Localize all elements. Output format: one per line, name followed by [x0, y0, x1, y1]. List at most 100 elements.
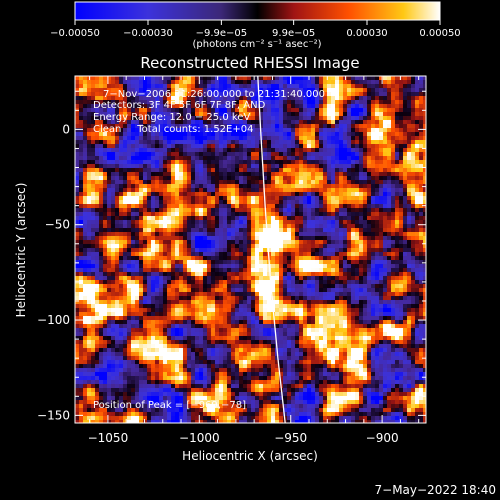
heatmap-cell: [303, 112, 308, 117]
heatmap-cell: [295, 264, 300, 269]
heatmap-cell: [247, 196, 252, 201]
heatmap-cell: [83, 204, 88, 209]
heatmap-cell: [267, 176, 272, 181]
heatmap-cell: [255, 292, 260, 297]
heatmap-cell: [231, 136, 236, 141]
heatmap-cell: [147, 164, 152, 169]
heatmap-cell: [399, 132, 404, 137]
heatmap-cell: [423, 188, 426, 193]
heatmap-cell: [355, 232, 360, 237]
heatmap-cell: [195, 136, 200, 141]
heatmap-cell: [339, 204, 344, 209]
heatmap-cell: [351, 188, 356, 193]
heatmap-cell: [271, 172, 276, 177]
heatmap-cell: [143, 288, 148, 293]
heatmap-cell: [215, 216, 220, 221]
heatmap-cell: [323, 116, 328, 121]
heatmap-cell: [299, 180, 304, 185]
heatmap-cell: [155, 152, 160, 157]
heatmap-cell: [187, 284, 192, 289]
heatmap-cell: [163, 136, 168, 141]
heatmap-cell: [367, 272, 372, 277]
heatmap-cell: [383, 252, 388, 257]
heatmap-cell: [195, 244, 200, 249]
heatmap-cell: [83, 264, 88, 269]
heatmap-cell: [339, 172, 344, 177]
heatmap-cell: [75, 172, 80, 177]
heatmap-cell: [127, 212, 132, 217]
heatmap-cell: [395, 180, 400, 185]
heatmap-cell: [223, 292, 228, 297]
heatmap-cell: [183, 160, 188, 165]
heatmap-cell: [415, 152, 420, 157]
heatmap-cell: [175, 156, 180, 161]
heatmap-cell: [267, 128, 272, 133]
heatmap-cell: [319, 116, 324, 121]
heatmap-cell: [159, 212, 164, 217]
heatmap-cell: [155, 208, 160, 213]
heatmap-cell: [363, 220, 368, 225]
heatmap-cell: [179, 128, 184, 133]
heatmap-cell: [187, 76, 192, 81]
heatmap-cell: [295, 104, 300, 109]
heatmap-cell: [287, 272, 292, 277]
heatmap-cell: [319, 176, 324, 181]
heatmap-cell: [291, 228, 296, 233]
heatmap-cell: [115, 144, 120, 149]
heatmap-cell: [79, 196, 84, 201]
heatmap-cell: [199, 96, 204, 101]
heatmap-cell: [423, 164, 426, 169]
heatmap-cell: [335, 240, 340, 245]
heatmap-cell: [203, 144, 208, 149]
heatmap-cell: [411, 256, 416, 261]
heatmap-cell: [167, 160, 172, 165]
heatmap-cell: [351, 172, 356, 177]
heatmap-cell: [107, 128, 112, 133]
heatmap-cell: [375, 224, 380, 229]
heatmap-cell: [319, 196, 324, 201]
heatmap-cell: [231, 240, 236, 245]
heatmap-cell: [147, 148, 152, 153]
heatmap-cell: [299, 272, 304, 277]
heatmap-cell: [199, 132, 204, 137]
heatmap-cell: [187, 84, 192, 89]
heatmap-cell: [311, 284, 316, 289]
heatmap-cell: [403, 192, 408, 197]
heatmap-cell: [143, 220, 148, 225]
heatmap-cell: [235, 104, 240, 109]
heatmap-cell: [299, 228, 304, 233]
heatmap-cell: [147, 144, 152, 149]
heatmap-cell: [319, 76, 324, 81]
heatmap-cell: [367, 248, 372, 253]
heatmap-cell: [231, 92, 236, 97]
heatmap-cell: [91, 228, 96, 233]
heatmap-cell: [407, 192, 412, 197]
heatmap-cell: [343, 236, 348, 241]
heatmap-cell: [351, 176, 356, 181]
heatmap-cell: [95, 276, 100, 281]
heatmap-cell: [239, 104, 244, 109]
heatmap-cell: [219, 180, 224, 185]
heatmap-cell: [227, 168, 232, 173]
heatmap-cell: [215, 120, 220, 125]
heatmap-cell: [399, 184, 404, 189]
heatmap-cell: [119, 244, 124, 249]
heatmap-cell: [235, 84, 240, 89]
heatmap-cell: [263, 176, 268, 181]
heatmap-cell: [207, 196, 212, 201]
heatmap-cell: [343, 188, 348, 193]
heatmap-cell: [299, 292, 304, 297]
heatmap-cell: [363, 120, 368, 125]
heatmap-cell: [371, 124, 376, 129]
heatmap-cell: [335, 172, 340, 177]
heatmap-cell: [75, 100, 80, 105]
heatmap-cell: [363, 192, 368, 197]
heatmap-cell: [363, 92, 368, 97]
heatmap-cell: [331, 136, 336, 141]
heatmap-cell: [159, 180, 164, 185]
heatmap-cell: [339, 220, 344, 225]
heatmap-cell: [95, 256, 100, 261]
heatmap-cell: [199, 216, 204, 221]
heatmap-cell: [131, 188, 136, 193]
heatmap-cell: [99, 256, 104, 261]
